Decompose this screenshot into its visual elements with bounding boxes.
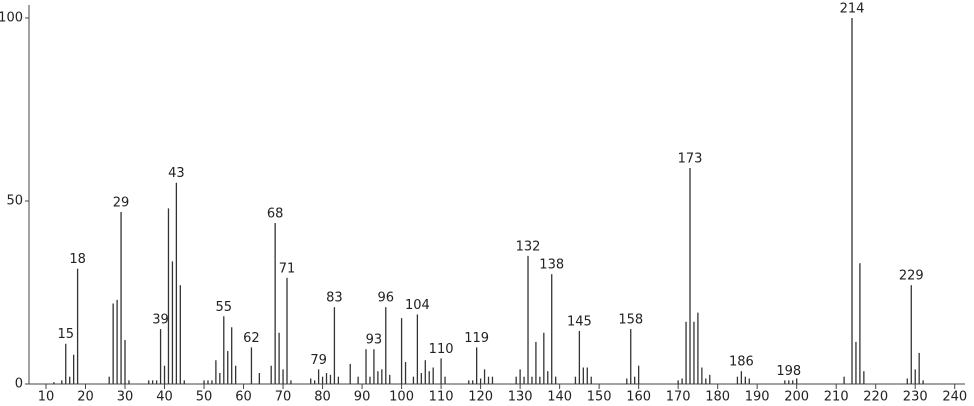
x-tick-label: 80 (314, 390, 331, 405)
x-tick-label: 60 (235, 390, 252, 405)
x-tick-label: 20 (77, 390, 94, 405)
y-tick-label: 0 (15, 377, 23, 392)
peak-label: 214 (840, 2, 865, 17)
x-tick-label: 40 (156, 390, 173, 405)
peak-label: 132 (516, 239, 541, 254)
x-tick-label: 100 (389, 390, 414, 405)
peak-label: 93 (366, 333, 383, 348)
y-tick-label: 100 (0, 11, 23, 26)
peak-label: 119 (464, 331, 489, 346)
peak-label: 68 (267, 206, 284, 221)
peak-label: 198 (776, 364, 801, 379)
x-tick-label: 200 (784, 390, 809, 405)
peak-label: 158 (618, 313, 643, 328)
x-tick-label: 180 (705, 390, 730, 405)
peak-label: 43 (168, 166, 185, 181)
peak-label: 138 (539, 258, 564, 273)
peak-label: 83 (326, 291, 343, 306)
x-tick-label: 240 (942, 390, 967, 405)
x-tick-label: 170 (666, 390, 691, 405)
peak-label: 29 (113, 195, 130, 210)
peak-label: 79 (310, 353, 327, 368)
y-tick-label: 50 (6, 194, 23, 209)
peak-label: 145 (567, 314, 592, 329)
peak-label: 173 (678, 152, 703, 167)
peak-label: 186 (729, 355, 754, 370)
peak-label: 229 (899, 269, 924, 284)
peak-label: 15 (57, 327, 74, 342)
peak-label: 96 (378, 291, 395, 306)
x-tick-label: 90 (354, 390, 371, 405)
x-tick-label: 130 (508, 390, 533, 405)
x-tick-label: 210 (824, 390, 849, 405)
x-tick-label: 220 (863, 390, 888, 405)
peak-label: 110 (429, 342, 454, 357)
x-tick-label: 230 (903, 390, 928, 405)
peak-label: 39 (152, 313, 169, 328)
peak-label: 71 (279, 261, 296, 276)
x-tick-label: 120 (468, 390, 493, 405)
x-tick-label: 140 (547, 390, 572, 405)
peak-label: 104 (405, 298, 430, 313)
x-tick-label: 50 (196, 390, 213, 405)
x-tick-label: 30 (117, 390, 134, 405)
peak-label: 55 (216, 300, 233, 315)
x-tick-label: 10 (38, 390, 55, 405)
x-tick-label: 190 (745, 390, 770, 405)
x-tick-label: 160 (626, 390, 651, 405)
x-tick-label: 150 (587, 390, 612, 405)
x-tick-label: 110 (429, 390, 454, 405)
peak-label: 62 (243, 331, 260, 346)
peak-label: 18 (69, 252, 86, 267)
x-tick-label: 70 (275, 390, 292, 405)
